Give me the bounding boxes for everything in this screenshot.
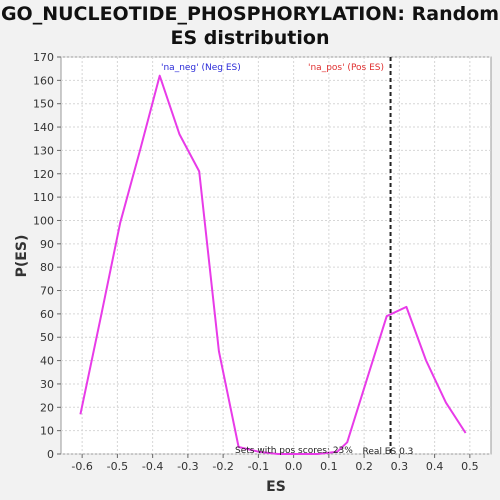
y-tick-label: 150 (33, 98, 54, 111)
x-tick-label: 0.3 (391, 460, 409, 473)
y-tick-label: 170 (33, 51, 54, 64)
x-tick-label: -0.3 (177, 460, 198, 473)
y-axis-label: P(ES) (14, 235, 30, 278)
y-tick-label: 100 (33, 214, 54, 227)
x-tick-label: -0.6 (71, 460, 92, 473)
x-tick-label: -0.1 (248, 460, 269, 473)
series-line (79, 74, 467, 455)
plot-area (60, 56, 492, 455)
x-tick-label: 0.4 (426, 460, 444, 473)
x-tick-label: -0.2 (212, 460, 233, 473)
chart-title-line-2: ES distribution (170, 27, 330, 49)
x-tick-label: 0.5 (461, 460, 479, 473)
y-tick-label: 140 (33, 121, 54, 134)
y-tick-label: 30 (40, 378, 54, 391)
y-tick-label: 70 (40, 285, 54, 298)
x-tick-label: 0.1 (320, 460, 338, 473)
x-tick-label: 0.2 (355, 460, 373, 473)
neg-es-annotation: 'na_neg' (Neg ES) (161, 63, 241, 73)
y-tick-label: 50 (40, 331, 54, 344)
series-marks (79, 57, 467, 455)
y-tick-label: 40 (40, 355, 54, 368)
real-es-label: Real ES 0.3 (363, 447, 414, 457)
pos-es-annotation: 'na_pos' (Pos ES) (308, 63, 384, 73)
y-tick-label: 160 (33, 74, 54, 87)
y-tick-label: 90 (40, 238, 54, 251)
chart-title: GO_NUCLEOTIDE_PHOSPHORYLATION: Random ES… (0, 2, 500, 50)
y-tick-label: 60 (40, 308, 54, 321)
y-tick-label: 10 (40, 425, 54, 438)
y-tick-label: 80 (40, 261, 54, 274)
y-tick-label: 120 (33, 168, 54, 181)
x-tick-label: -0.5 (107, 460, 128, 473)
x-tick-label: -0.4 (142, 460, 163, 473)
y-tick-label: 110 (33, 191, 54, 204)
x-tick-label: 0.0 (285, 460, 303, 473)
y-tick-label: 130 (33, 144, 54, 157)
axes: -0.6 -0.5 -0.4 -0.3 -0.2 -0.1 0.0 0.1 0.2 0.3 0.4 0… (33, 51, 479, 473)
pos-scores-annotation: Sets with pos scores: 23% (235, 446, 353, 456)
annotations: 'na_neg' (Neg ES) 'na_pos' (Pos ES) Sets w… (161, 63, 413, 457)
chart-title-line-1: GO_NUCLEOTIDE_PHOSPHORYLATION: Random (0, 3, 500, 25)
y-tick-label: 20 (40, 401, 54, 414)
x-axis-label: ES (266, 479, 286, 495)
y-tick-label: 0 (47, 448, 54, 461)
